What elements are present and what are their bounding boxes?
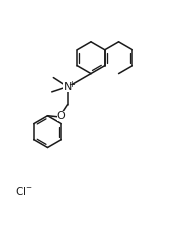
Text: N: N: [63, 82, 72, 92]
Text: Cl$^{-}$: Cl$^{-}$: [15, 185, 33, 197]
Text: +: +: [68, 80, 75, 89]
Text: O: O: [57, 111, 66, 121]
